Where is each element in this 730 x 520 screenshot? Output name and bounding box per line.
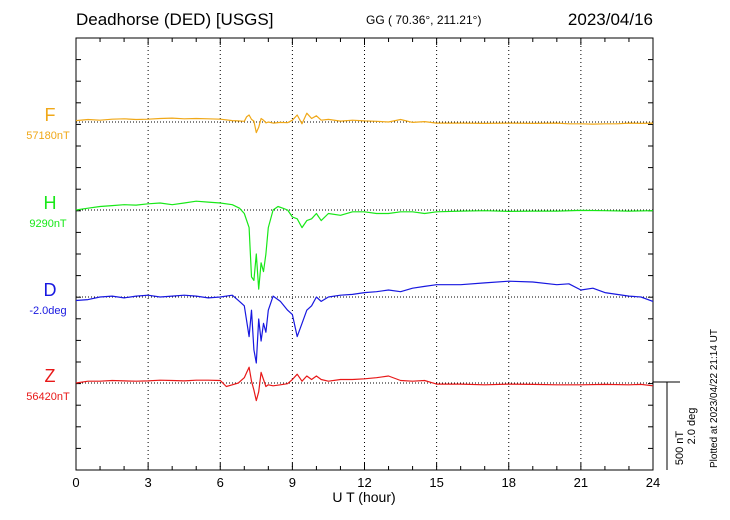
series-name-h: H [44, 193, 57, 213]
station-coordinates: GG ( 70.36°, 211.21°) [366, 13, 482, 27]
series-name-f: F [45, 105, 56, 125]
series-line-d [75, 280, 654, 364]
series-labels: F 57180nT H 9290nT D -2.0deg Z 56420nT [26, 105, 70, 403]
scale-bar-deg: 2.0 deg [686, 408, 698, 445]
scale-bar-nt: 500 nT [674, 431, 686, 466]
plot-date: 2023/04/16 [567, 10, 653, 29]
series-lines [75, 112, 654, 402]
series-line-f [75, 112, 654, 134]
x-tick-label: 24 [646, 475, 660, 490]
x-tick-label: 12 [357, 475, 371, 490]
series-baseline-f: 57180nT [26, 130, 70, 142]
series-line-h [75, 200, 654, 290]
vertical-gridlines [147, 38, 582, 470]
series-name-d: D [44, 280, 57, 300]
x-tick-labels: 0 3 6 9 12 15 18 21 24 [72, 475, 660, 490]
station-title: Deadhorse (DED) [USGS] [76, 10, 274, 29]
x-tick-label: 21 [574, 475, 588, 490]
axis-ticks [75, 38, 654, 470]
plotted-timestamp: Plotted at 2023/04/22 21:14 UT [709, 329, 720, 468]
series-name-z: Z [45, 366, 56, 386]
x-tick-label: 6 [217, 475, 224, 490]
x-tick-label: 3 [145, 475, 152, 490]
x-tick-label: 0 [72, 475, 79, 490]
series-baseline-z: 56420nT [26, 391, 70, 403]
x-axis-label: U T (hour) [332, 489, 395, 505]
series-baseline-d: -2.0deg [29, 305, 66, 317]
series-baseline-h: 9290nT [29, 218, 67, 230]
baselines [76, 121, 653, 384]
scale-bar: 500 nT 2.0 deg [653, 381, 698, 470]
x-tick-label: 15 [429, 475, 443, 490]
series-line-z [75, 366, 654, 402]
x-tick-label: 9 [289, 475, 296, 490]
x-tick-label: 18 [502, 475, 516, 490]
